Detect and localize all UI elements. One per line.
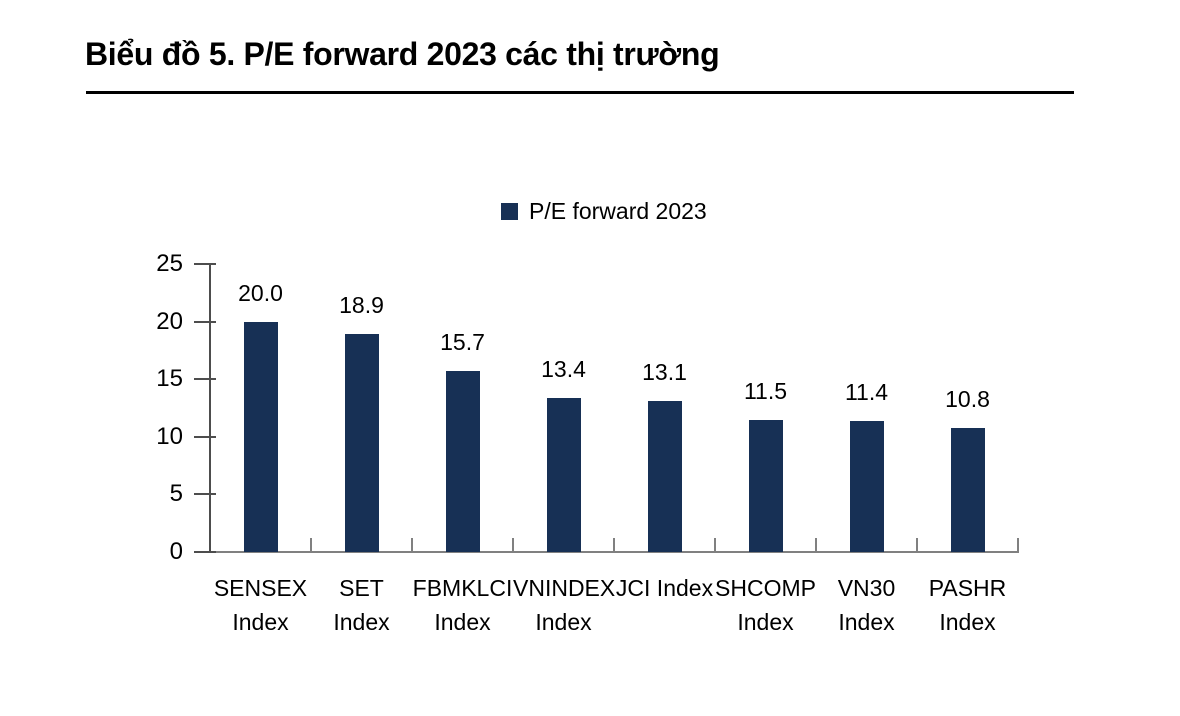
y-tick [194,378,216,381]
x-axis-line [206,551,1019,553]
legend-swatch-icon [501,202,518,220]
y-tick [194,263,216,265]
bar [647,401,682,552]
chart-title: Biểu đồ 5. P/E forward 2023 các thị trườ… [85,36,720,72]
x-category-label: VN30 Index [816,571,917,639]
x-category-label-line: VN30 [837,575,896,601]
bar [243,321,278,552]
x-tick [714,538,716,551]
x-category-label-line: Index [737,609,794,635]
x-category-label-line: Index [838,609,895,635]
legend-label: P/E forward 2023 [529,198,707,224]
bar [748,419,783,552]
y-tick-label: 5 [169,480,183,508]
x-category-label-line: JCI Index [615,575,714,601]
bar-value-label: 13.1 [642,359,687,386]
x-category-label-line: SHCOMP [715,575,816,601]
x-tick [512,538,514,551]
y-axis-line [209,263,211,553]
bar-value-label: 20.0 [238,279,283,306]
y-tick-label: 20 [156,307,183,335]
x-category-label-line: VNINDEX [513,575,616,601]
bar [849,420,884,552]
y-tick [194,551,216,553]
x-category-label-line: Index [535,609,592,635]
x-category-label-line: Index [939,609,996,635]
y-tick-label: 10 [156,422,183,450]
x-category-label: SHCOMP Index [715,571,816,639]
bar [445,371,480,552]
bar-value-label: 18.9 [339,292,384,319]
x-category-label: JCI Index [614,571,715,605]
x-tick [613,538,615,551]
y-tick-label: 0 [169,538,183,565]
y-tick-label: 15 [156,365,183,393]
y-tick [194,493,216,496]
bar [344,334,379,552]
y-tick [194,435,216,438]
x-category-label: PASHR Index [917,571,1018,639]
bar-value-label: 15.7 [440,329,485,356]
bar [950,427,985,552]
bar-value-label: 13.4 [541,355,586,382]
bar-value-label: 11.5 [743,377,788,404]
x-category-label: FBMKLCI Index [412,571,513,639]
x-category-label: SET Index [311,571,412,639]
x-category-label: SENSEX Index [210,571,311,639]
x-tick [815,538,817,551]
x-category-label-line: Index [333,609,390,635]
y-tick [194,320,216,323]
bar-value-label: 10.8 [945,385,990,412]
x-category-label-line: FBMKLCI [412,575,513,601]
bar-value-label: 11.4 [844,378,889,405]
x-tick [916,538,918,551]
bar [546,397,581,552]
legend: P/E forward 2023 [501,199,707,223]
x-tick [411,538,413,551]
x-category-label-line: Index [232,609,289,635]
x-tick [1017,538,1019,551]
x-category-label-line: SENSEX [213,575,308,601]
x-category-label-line: PASHR [928,575,1007,601]
x-category-label-line: SET [339,575,384,601]
x-category-label: VNINDEX Index [513,571,616,639]
y-tick-label: 25 [156,250,183,277]
title-underline [86,91,1074,94]
x-tick [310,538,312,551]
x-category-label-line: Index [434,609,491,635]
